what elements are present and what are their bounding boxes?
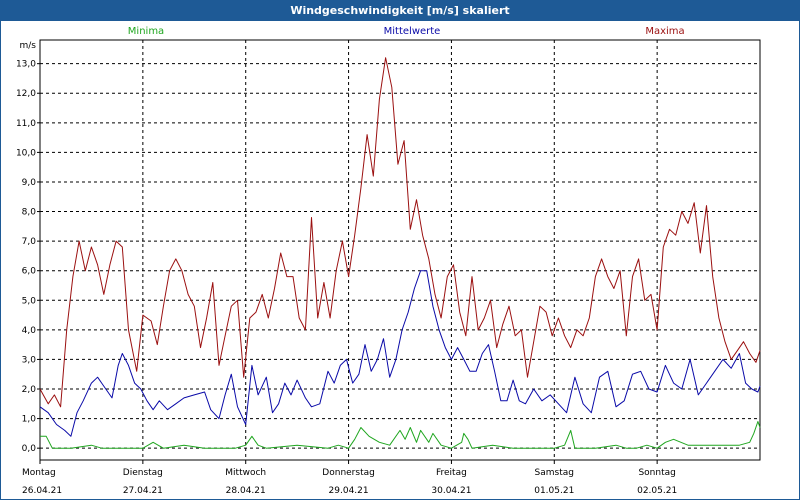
x-tick-day-label: Freitag [436,468,467,478]
x-tick-date-label: 26.04.21 [22,486,62,496]
legend-entry-minima: Minima [128,26,164,37]
x-tick-date-label: 29.04.21 [329,486,369,496]
x-axis: Montag 26.04.21 Dienstag 27.04.21 Mittwoch 28… [22,460,677,496]
grid [40,40,760,460]
legend: Minima Mittelwerte Maxima [128,26,685,37]
x-tick-date-label: 30.04.21 [431,486,471,496]
y-tick-label: 10,0 [16,148,36,158]
y-tick-label: 7,0 [22,237,37,247]
y-tick-label: 0,0 [22,444,37,454]
y-tick-label: 11,0 [16,119,36,129]
x-tick-day-label: Donnerstag [322,468,375,478]
y-tick-label: 8,0 [22,208,37,218]
y-tick-label: 1,0 [22,415,37,425]
x-tick-day-label: Mittwoch [225,468,266,478]
series-line-mittelwerte [39,270,761,437]
series-line-maxima [39,57,761,408]
x-tick-day-label: Sonntag [638,468,675,478]
legend-entry-maxima: Maxima [645,26,684,37]
series-line-minima [40,421,761,449]
legend-entry-mittelwerte: Mittelwerte [384,26,441,37]
y-axis-label: m/s [20,41,37,51]
x-tick-date-label: 28.04.21 [226,486,266,496]
x-tick-date-label: 27.04.21 [123,486,163,496]
y-tick-label: 4,0 [22,326,37,336]
y-tick-label: 5,0 [22,296,37,306]
y-tick-label: 6,0 [22,267,37,277]
y-tick-label: 13,0 [16,60,36,70]
x-tick-day-label: Montag [22,468,56,478]
series-lines [39,57,761,449]
y-tick-label: 3,0 [22,355,37,365]
y-tick-label: 9,0 [22,178,37,188]
y-tick-label: 2,0 [22,385,37,395]
y-tick-label: 12,0 [16,89,36,99]
x-tick-day-label: Dienstag [123,468,163,478]
y-axis: 0,0 1,0 2,0 3,0 4,0 5,0 6,0 7,0 8,0 9,0 10,0 11,0 12… [16,60,40,454]
x-tick-date-label: 01.05.21 [534,486,574,496]
x-tick-day-label: Samstag [535,468,574,478]
window-title: Windgeschwindigkeit [m/s] skaliert [1,1,799,21]
x-tick-date-label: 02.05.21 [637,486,677,496]
plot-area [39,39,761,461]
